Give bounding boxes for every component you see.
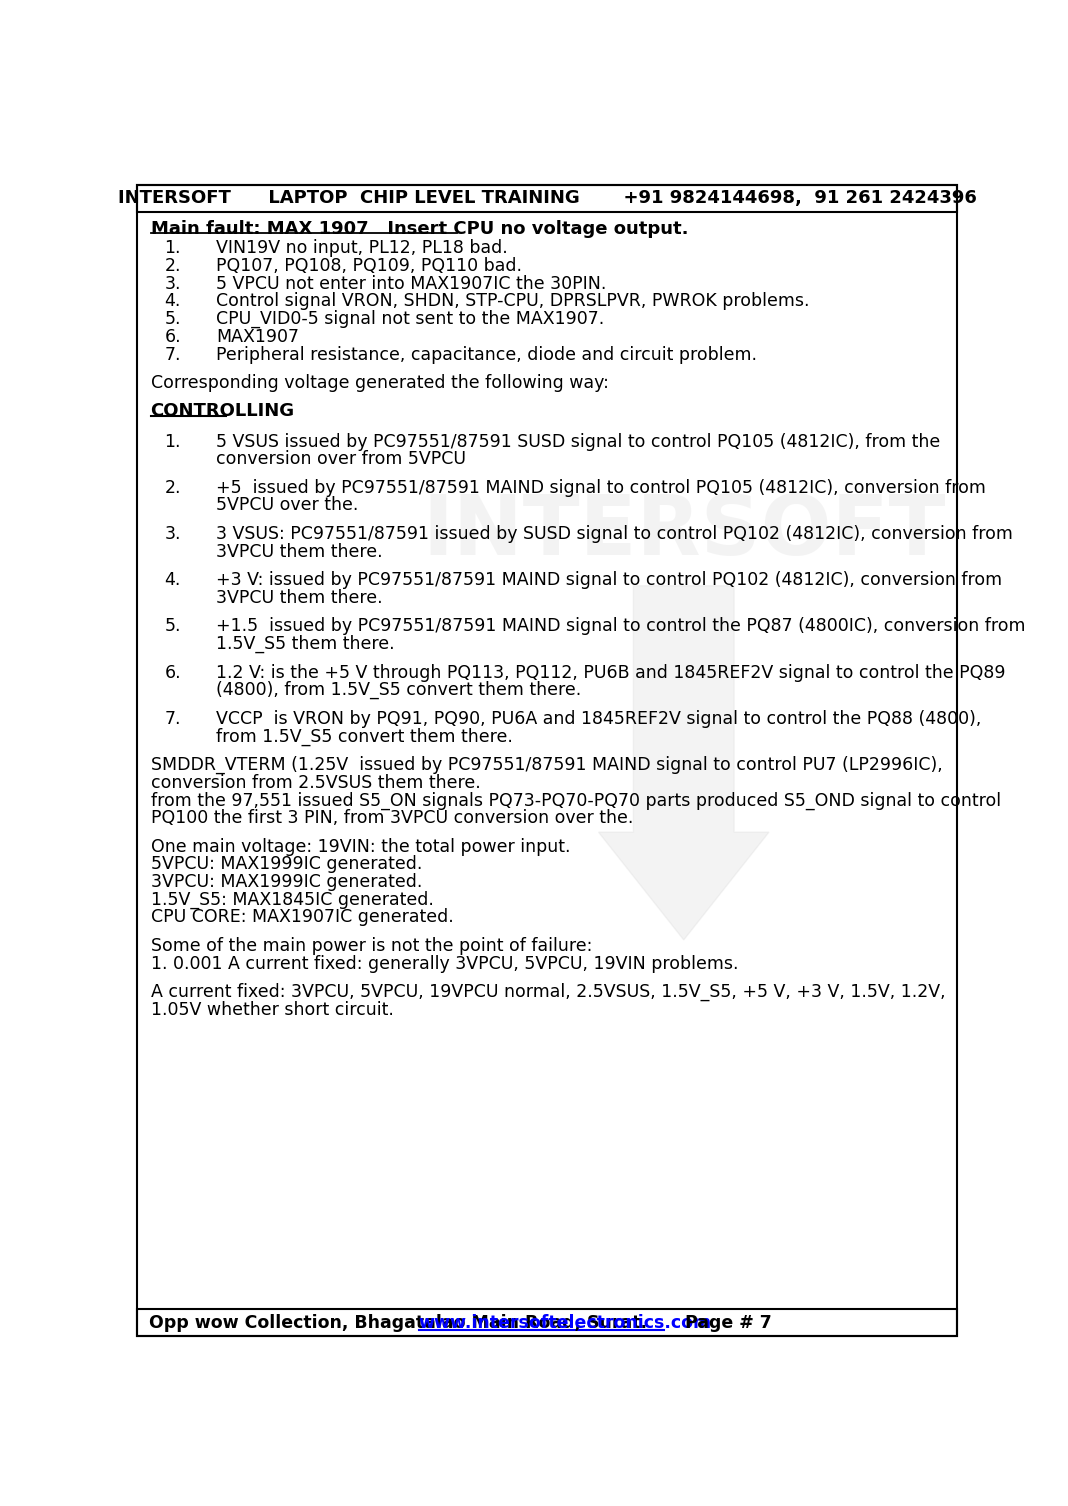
- Text: from 1.5V_S5 convert them there.: from 1.5V_S5 convert them there.: [217, 727, 514, 745]
- Text: 1.: 1.: [164, 432, 180, 450]
- Text: 5VPCU over the.: 5VPCU over the.: [217, 497, 359, 515]
- Text: 1.5V_S5 them there.: 1.5V_S5 them there.: [217, 636, 395, 654]
- Text: +1.5  issued by PC97551/87591 MAIND signal to control the PQ87 (4800IC), convers: +1.5 issued by PC97551/87591 MAIND signa…: [217, 617, 1026, 636]
- Text: PQ100 the first 3 PIN, from 3VPCU conversion over the.: PQ100 the first 3 PIN, from 3VPCU conver…: [151, 809, 633, 827]
- Text: 3VPCU: MAX1999IC generated.: 3VPCU: MAX1999IC generated.: [151, 873, 422, 892]
- Text: 5.: 5.: [164, 617, 180, 636]
- Text: MAX1907: MAX1907: [217, 328, 299, 346]
- Text: VIN19V no input, PL12, PL18 bad.: VIN19V no input, PL12, PL18 bad.: [217, 239, 508, 258]
- Text: SMDDR_VTERM (1.25V  issued by PC97551/87591 MAIND signal to control PU7 (LP2996I: SMDDR_VTERM (1.25V issued by PC97551/875…: [151, 756, 942, 774]
- Text: 2.: 2.: [164, 258, 180, 276]
- Text: 1.05V whether short circuit.: 1.05V whether short circuit.: [151, 1001, 393, 1018]
- Text: PQ107, PQ108, PQ109, PQ110 bad.: PQ107, PQ108, PQ109, PQ110 bad.: [217, 258, 522, 276]
- Text: Page # 7: Page # 7: [666, 1313, 771, 1331]
- Text: 1.2 V: is the +5 V through PQ113, PQ112, PU6B and 1845REF2V signal to control th: 1.2 V: is the +5 V through PQ113, PQ112,…: [217, 664, 1006, 682]
- Text: +5  issued by PC97551/87591 MAIND signal to control PQ105 (4812IC), conversion f: +5 issued by PC97551/87591 MAIND signal …: [217, 479, 987, 497]
- Bar: [138, 1309, 957, 1336]
- Text: 5 VSUS issued by PC97551/87591 SUSD signal to control PQ105 (4812IC), from the: 5 VSUS issued by PC97551/87591 SUSD sign…: [217, 432, 941, 450]
- Text: www.intersoftelectronics.com: www.intersoftelectronics.com: [419, 1313, 712, 1331]
- Text: 5VPCU: MAX1999IC generated.: 5VPCU: MAX1999IC generated.: [151, 855, 422, 873]
- Text: 2.: 2.: [164, 479, 180, 497]
- Text: CPU CORE: MAX1907IC generated.: CPU CORE: MAX1907IC generated.: [151, 908, 453, 926]
- Text: 5.: 5.: [164, 310, 180, 328]
- Text: 6.: 6.: [164, 664, 182, 682]
- Text: 3VPCU them there.: 3VPCU them there.: [217, 589, 383, 607]
- Text: 3 VSUS: PC97551/87591 issued by SUSD signal to control PQ102 (4812IC), conversio: 3 VSUS: PC97551/87591 issued by SUSD sig…: [217, 526, 1014, 542]
- Text: 4.: 4.: [164, 571, 180, 589]
- Text: conversion from 2.5VSUS them there.: conversion from 2.5VSUS them there.: [151, 774, 481, 792]
- Text: 7.: 7.: [164, 345, 180, 363]
- Text: 1.5V_S5: MAX1845IC generated.: 1.5V_S5: MAX1845IC generated.: [151, 890, 434, 910]
- Text: 1. 0.001 A current fixed: generally 3VPCU, 5VPCU, 19VIN problems.: 1. 0.001 A current fixed: generally 3VPC…: [151, 955, 738, 973]
- Text: 3.: 3.: [164, 274, 180, 292]
- Text: CPU_VID0-5 signal not sent to the MAX1907.: CPU_VID0-5 signal not sent to the MAX190…: [217, 310, 604, 328]
- Text: 5 VPCU not enter into MAX1907IC the 30PIN.: 5 VPCU not enter into MAX1907IC the 30PI…: [217, 274, 607, 292]
- Text: CONTROLLING: CONTROLLING: [151, 402, 295, 420]
- Text: 4.: 4.: [164, 292, 180, 310]
- Text: Opp wow Collection, Bhagatalao Main Road, Surat.: Opp wow Collection, Bhagatalao Main Road…: [150, 1313, 659, 1331]
- Text: 7.: 7.: [164, 709, 180, 727]
- Text: VCCP  is VRON by PQ91, PQ90, PU6A and 1845REF2V signal to control the PQ88 (4800: VCCP is VRON by PQ91, PQ90, PU6A and 184…: [217, 709, 981, 727]
- Text: (4800), from 1.5V_S5 convert them there.: (4800), from 1.5V_S5 convert them there.: [217, 681, 582, 699]
- Text: 1.: 1.: [164, 239, 180, 258]
- Text: Corresponding voltage generated the following way:: Corresponding voltage generated the foll…: [151, 373, 609, 392]
- Bar: [138, 185, 957, 212]
- Text: 6.: 6.: [164, 328, 182, 346]
- Text: 3.: 3.: [164, 526, 180, 542]
- Text: 3VPCU them there.: 3VPCU them there.: [217, 542, 383, 560]
- Text: Peripheral resistance, capacitance, diode and circuit problem.: Peripheral resistance, capacitance, diod…: [217, 345, 757, 363]
- Text: A current fixed: 3VPCU, 5VPCU, 19VPCU normal, 2.5VSUS, 1.5V_S5, +5 V, +3 V, 1.5V: A current fixed: 3VPCU, 5VPCU, 19VPCU no…: [151, 983, 945, 1001]
- Text: INTERSOFT: INTERSOFT: [422, 491, 945, 572]
- Text: Control signal VRON, SHDN, STP-CPU, DPRSLPVR, PWROK problems.: Control signal VRON, SHDN, STP-CPU, DPRS…: [217, 292, 810, 310]
- Text: Main fault: MAX 1907   Insert CPU no voltage output.: Main fault: MAX 1907 Insert CPU no volta…: [151, 220, 688, 238]
- Text: Some of the main power is not the point of failure:: Some of the main power is not the point …: [151, 937, 592, 955]
- Text: +3 V: issued by PC97551/87591 MAIND signal to control PQ102 (4812IC), conversion: +3 V: issued by PC97551/87591 MAIND sign…: [217, 571, 1003, 589]
- Text: INTERSOFT      LAPTOP  CHIP LEVEL TRAINING       +91 9824144698,  91 261 2424396: INTERSOFT LAPTOP CHIP LEVEL TRAINING +91…: [117, 190, 977, 208]
- Text: from the 97,551 issued S5_ON signals PQ73-PQ70-PQ70 parts produced S5_OND signal: from the 97,551 issued S5_ON signals PQ7…: [151, 791, 1001, 810]
- Text: conversion over from 5VPCU: conversion over from 5VPCU: [217, 450, 467, 468]
- Text: One main voltage: 19VIN: the total power input.: One main voltage: 19VIN: the total power…: [151, 837, 570, 855]
- FancyArrow shape: [598, 586, 769, 940]
